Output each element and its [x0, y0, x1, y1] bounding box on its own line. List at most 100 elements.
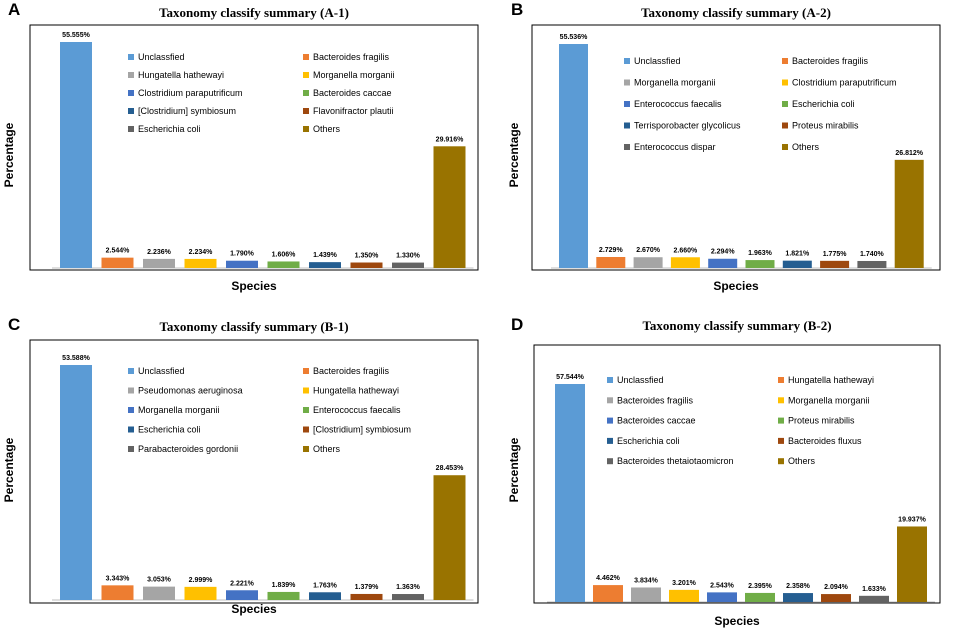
bar-8 [350, 593, 383, 600]
bar-2 [593, 585, 623, 602]
bar-9 [859, 595, 889, 602]
legend-label-4: Hungatella hathewayi [313, 386, 399, 396]
bar-10 [433, 475, 466, 600]
legend-swatch-9 [607, 458, 613, 465]
legend-swatch-8 [303, 108, 309, 114]
legend-swatch-8 [303, 426, 309, 433]
legend-label-3: Pseudomonas aeruginosa [138, 386, 243, 396]
chart-panel-a: A Taxonomy classify summary (A-1) Species P… [2, 0, 479, 293]
data-label-1: 53.588% [62, 355, 90, 362]
data-label-9: 1.740% [860, 251, 885, 258]
legend-label-5: Clostridium paraputrificum [138, 88, 243, 98]
chart-title: Taxonomy classify summary (B-1) [159, 319, 348, 334]
data-label-3: 3.834% [634, 577, 659, 584]
legend-label-2: Hungatella hathewayi [788, 375, 874, 385]
legend-label-9: Escherichia coli [138, 124, 201, 134]
bar-2 [101, 257, 134, 268]
legend-label-6: Proteus mirabilis [788, 416, 855, 426]
legend-swatch-9 [624, 144, 630, 150]
bar-6 [745, 592, 775, 602]
legend-label-6: Enterococcus faecalis [313, 405, 401, 415]
bar-8 [821, 594, 851, 602]
panel-letter: A [8, 0, 20, 19]
panel-letter: B [511, 0, 523, 19]
legend-label-9: Enterococcus dispar [634, 142, 716, 152]
data-label-1: 57.544% [556, 374, 584, 381]
bar-5 [226, 260, 258, 268]
legend-label-8: Proteus mirabilis [792, 121, 859, 131]
legend-swatch-5 [128, 90, 134, 96]
legend-swatch-5 [624, 101, 630, 107]
legend-label-9: Parabacteroides gordonii [138, 444, 238, 454]
data-label-2: 4.462% [596, 575, 621, 582]
x-axis-title: Species [231, 279, 277, 293]
bar-5 [707, 592, 737, 602]
data-label-2: 3.343% [106, 575, 131, 582]
data-label-6: 1.606% [272, 251, 297, 258]
legend-swatch-3 [624, 79, 630, 86]
bar-9 [392, 262, 424, 268]
x-axis-title: Species [231, 602, 277, 616]
data-label-10: 29.916% [436, 136, 464, 143]
legend-swatch-7 [128, 426, 134, 433]
legend-swatch-6 [782, 101, 788, 107]
data-label-9: 1.633% [862, 586, 887, 593]
legend-swatch-5 [607, 417, 613, 424]
legend-swatch-9 [128, 126, 134, 132]
legend-label-4: Morganella morganii [788, 395, 870, 405]
legend: Unclassfied Bacteroides fragilis Morganell… [624, 56, 897, 152]
legend-swatch-9 [128, 446, 134, 452]
legend-label-8: [Clostridium] symbiosum [313, 425, 411, 435]
legend-swatch-4 [778, 397, 784, 404]
bar-7 [309, 592, 341, 600]
data-label-10: 26.812% [895, 150, 923, 157]
legend-label-2: Bacteroides fragilis [792, 56, 869, 66]
data-label-8: 2.094% [824, 584, 849, 591]
bar-6 [267, 591, 300, 600]
chart-frame [533, 344, 941, 604]
bar-1 [60, 365, 92, 600]
bar-1 [559, 44, 588, 268]
legend-swatch-4 [782, 79, 788, 86]
legend-label-5: Morganella morganii [138, 405, 220, 415]
data-label-6: 1.839% [272, 582, 297, 589]
data-label-4: 2.234% [189, 249, 214, 256]
data-label-6: 1.963% [748, 250, 773, 257]
bar-5 [708, 258, 738, 268]
bar-9 [392, 594, 424, 600]
bar-3 [143, 258, 175, 268]
legend-swatch-2 [303, 54, 309, 60]
bar-2 [596, 256, 626, 268]
data-label-5: 1.790% [230, 251, 255, 258]
y-axis-title: Percentage [507, 437, 521, 502]
legend-swatch-3 [607, 397, 613, 404]
data-label-8: 1.350% [355, 253, 380, 260]
data-label-9: 1.363% [396, 584, 421, 591]
legend-swatch-6 [778, 417, 784, 424]
data-label-7: 2.358% [786, 583, 811, 590]
legend-swatch-2 [303, 368, 309, 374]
bar-10 [897, 526, 927, 602]
legend-label-1: Unclassfied [138, 52, 185, 62]
bar-4 [184, 586, 217, 600]
bar-10 [894, 159, 924, 268]
bar-7 [782, 260, 812, 268]
legend-label-1: Unclassfied [634, 56, 681, 66]
chart-frame [29, 24, 479, 271]
legend-swatch-4 [303, 387, 309, 394]
data-label-3: 2.236% [147, 249, 172, 256]
bar-8 [820, 260, 850, 268]
chart-frame [29, 339, 479, 604]
legend-label-8: Flavonifractor plautii [313, 106, 394, 116]
legend-swatch-7 [607, 437, 613, 444]
bar-7 [309, 262, 341, 268]
data-label-9: 1.330% [396, 253, 421, 260]
legend-label-4: Morganella morganii [313, 70, 395, 80]
legend-swatch-1 [128, 54, 134, 60]
legend-label-7: Escherichia coli [617, 436, 680, 446]
data-label-6: 2.395% [748, 583, 773, 590]
legend-swatch-3 [128, 387, 134, 394]
bar-7 [783, 593, 813, 602]
legend-label-3: Hungatella hathewayi [138, 70, 224, 80]
legend-swatch-6 [303, 90, 309, 96]
